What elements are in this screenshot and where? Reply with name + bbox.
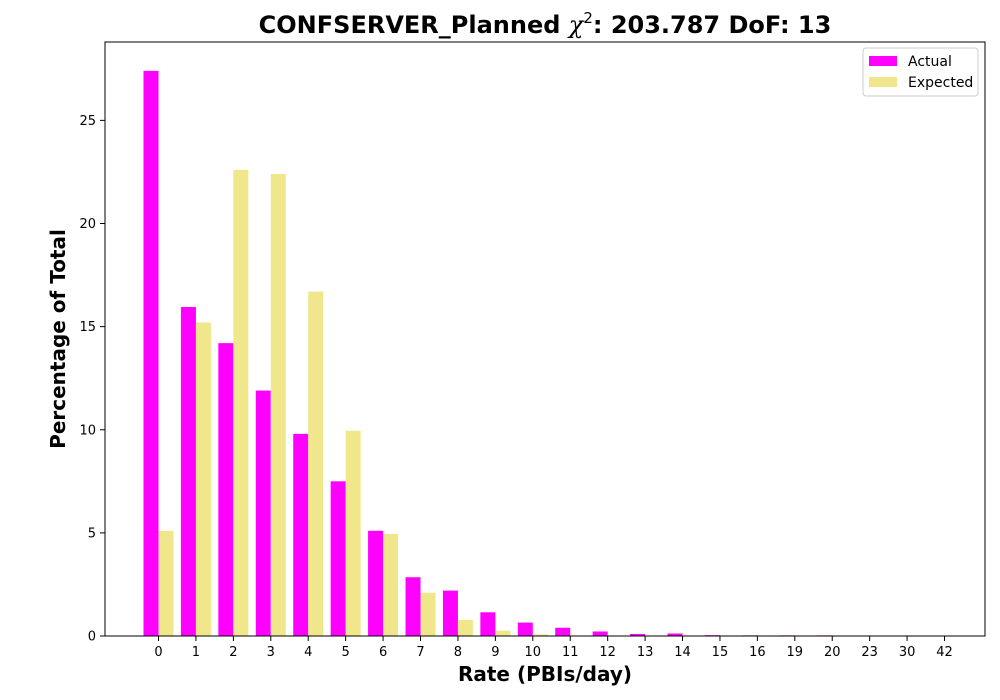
bar-expected-1: [195, 322, 211, 636]
x-axis-ticks: 0 1 2 3 4 5 6 7 8 9 10 11 12 13 14 15 16 19 20 23 30 42: [154, 636, 953, 660]
x-tick-label: 4: [304, 645, 312, 660]
x-tick-label: 3: [267, 645, 275, 660]
x-tick-label: 15: [712, 645, 729, 660]
y-tick-label: 20: [79, 217, 96, 232]
bar-expected-2: [233, 169, 249, 637]
legend-label-actual: Actual: [908, 54, 952, 70]
x-tick-label: 30: [899, 645, 916, 660]
bar-actual-0: [143, 70, 159, 637]
bar-actual-2: [218, 343, 234, 637]
x-tick-label: 7: [416, 645, 424, 660]
x-tick-label: 8: [454, 645, 462, 660]
x-tick-label: 42: [936, 645, 953, 660]
y-tick-label: 5: [88, 526, 96, 541]
x-tick-label: 2: [229, 645, 237, 660]
bar-actual-1: [180, 307, 196, 636]
bar-actual-14: [667, 633, 683, 636]
x-tick-label: 1: [192, 645, 200, 660]
x-tick-label: 16: [749, 645, 766, 660]
x-tick-label: 23: [861, 645, 878, 660]
bar-actual-7: [405, 577, 421, 636]
x-tick-label: 14: [674, 645, 691, 660]
x-tick-label: 0: [154, 645, 162, 660]
y-axis-ticks: 0 5 10 15 20 25: [79, 114, 105, 645]
bar-actual-3: [255, 390, 271, 636]
title-superscript: 2: [583, 9, 593, 27]
y-tick-label: 25: [79, 114, 96, 129]
bars-group: [143, 70, 945, 637]
chart-title: CONFSERVER_Planned χ2: 203.787 DoF: 13: [259, 9, 832, 39]
y-tick-label: 10: [79, 423, 96, 438]
y-tick-label: 15: [79, 320, 96, 335]
legend-label-expected: Expected: [908, 75, 973, 91]
bar-expected-8: [457, 619, 473, 636]
bar-actual-9: [480, 612, 496, 636]
x-tick-label: 12: [599, 645, 616, 660]
legend-swatch-actual: [869, 56, 897, 66]
bar-expected-5: [345, 430, 361, 636]
x-axis-title: Rate (PBIs/day): [458, 662, 632, 686]
legend: Actual Expected: [862, 47, 979, 97]
y-tick-label: 0: [88, 630, 96, 645]
bar-expected-3: [270, 174, 286, 636]
bar-actual-11: [555, 627, 571, 636]
title-prefix: CONFSERVER_Planned: [259, 11, 569, 39]
x-tick-label: 10: [525, 645, 542, 660]
x-tick-label: 6: [379, 645, 387, 660]
bar-expected-9: [495, 630, 511, 636]
bar-expected-4: [308, 291, 324, 636]
bar-expected-7: [420, 592, 436, 636]
bar-expected-10: [532, 634, 548, 636]
bar-expected-0: [158, 530, 174, 636]
bar-actual-12: [592, 631, 608, 636]
title-chi-symbol: χ: [567, 11, 585, 39]
bar-actual-10: [517, 622, 533, 636]
x-tick-label: 20: [824, 645, 841, 660]
x-tick-label: 11: [562, 645, 579, 660]
bar-actual-6: [368, 530, 384, 636]
bar-expected-6: [383, 533, 399, 636]
x-tick-label: 19: [787, 645, 804, 660]
bar-actual-5: [330, 481, 346, 636]
bar-actual-8: [442, 590, 458, 637]
x-tick-label: 9: [491, 645, 499, 660]
x-tick-label: 13: [637, 645, 654, 660]
plot-frame: [104, 41, 986, 637]
bar-actual-13: [630, 633, 646, 636]
x-tick-label: 5: [342, 645, 350, 660]
y-axis-title: Percentage of Total: [46, 229, 70, 449]
bar-actual-4: [293, 433, 309, 637]
legend-swatch-expected: [869, 77, 897, 87]
title-suffix: : 203.787 DoF: 13: [593, 11, 831, 39]
